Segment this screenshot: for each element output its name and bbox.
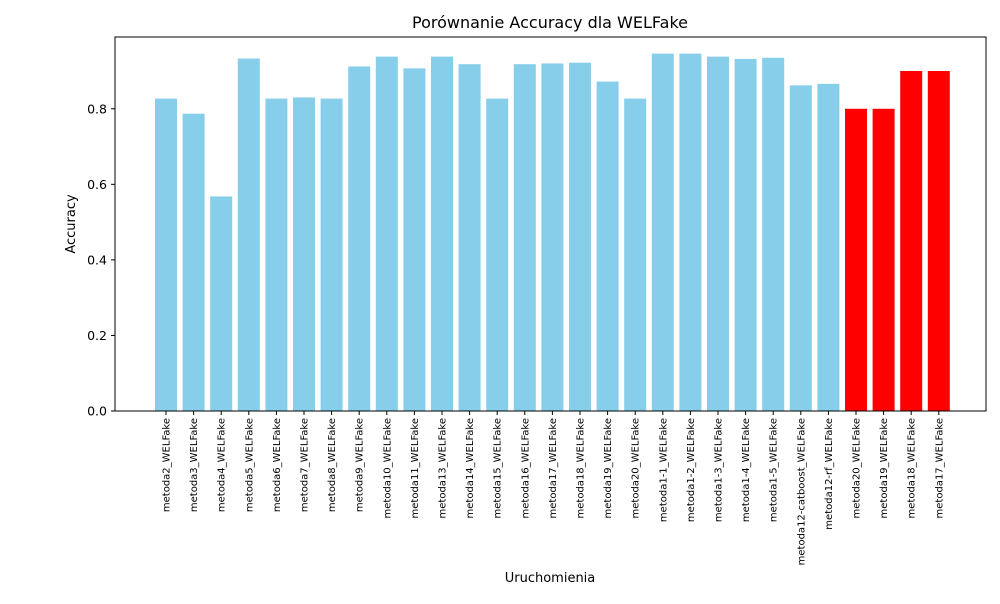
x-tick-label-23: metoda1-5_WELFake bbox=[769, 418, 780, 522]
x-tick-label-16: metoda18_WELFake bbox=[576, 418, 587, 518]
x-axis: metoda2_WELFake metoda3_WELFake metoda4_WE… bbox=[162, 411, 945, 565]
chart-title: Porównanie Accuracy dla WELFake bbox=[412, 13, 688, 32]
bar-16 bbox=[569, 62, 591, 411]
x-tick-label-3: metoda4_WELFake bbox=[217, 418, 228, 512]
x-tick-label-11: metoda13_WELFake bbox=[438, 418, 449, 518]
bar-10 bbox=[403, 68, 426, 411]
x-tick-label-29: metoda17_WELFake bbox=[934, 418, 945, 518]
bar-24 bbox=[789, 85, 812, 411]
x-tick-label-26: metoda20_WELFake bbox=[852, 418, 863, 518]
bar-2 bbox=[182, 113, 205, 411]
plot-frame bbox=[114, 36, 987, 412]
bar-1 bbox=[155, 98, 177, 412]
y-axis-label: Accuracy bbox=[64, 194, 79, 254]
x-tick-label-6: metoda7_WELFake bbox=[300, 418, 311, 512]
y-tick-label-4: 0.6 bbox=[87, 177, 107, 192]
bar-20 bbox=[679, 53, 702, 411]
bar-25 bbox=[817, 83, 840, 411]
y-tick-label-5: 0.8 bbox=[87, 101, 107, 116]
x-tick-label-10: metoda11_WELFake bbox=[410, 418, 421, 518]
bar-29 bbox=[927, 71, 950, 411]
x-tick-label-8: metoda9_WELFake bbox=[355, 418, 366, 512]
x-tick-label-14: metoda16_WELFake bbox=[520, 418, 531, 518]
x-tick-label-1: metoda2_WELFake bbox=[162, 418, 173, 512]
bar-6 bbox=[293, 97, 315, 411]
x-tick-label-24: metoda12-catboost_WELFake bbox=[796, 418, 807, 565]
bar-15 bbox=[541, 63, 564, 411]
bar-17 bbox=[596, 81, 619, 412]
bars-layer bbox=[155, 53, 950, 412]
x-tick-label-5: metoda6_WELFake bbox=[272, 418, 283, 512]
x-tick-label-22: metoda1-4_WELFake bbox=[741, 418, 752, 522]
x-tick-label-27: metoda19_WELFake bbox=[879, 418, 890, 518]
bar-11 bbox=[431, 56, 453, 412]
bar-26 bbox=[845, 108, 867, 412]
bar-28 bbox=[900, 71, 923, 411]
x-tick-label-28: metoda18_WELFake bbox=[907, 418, 918, 518]
y-tick-label-1: 0.0 bbox=[87, 404, 107, 419]
x-tick-label-12: metoda14_WELFake bbox=[465, 418, 476, 518]
bar-23 bbox=[762, 57, 785, 412]
x-tick-label-9: metoda10_WELFake bbox=[382, 418, 393, 518]
x-tick-label-2: metoda3_WELFake bbox=[189, 418, 200, 512]
x-axis-label: Uruchomienia bbox=[505, 571, 596, 586]
x-tick-label-25: metoda12-rf_WELFake bbox=[824, 418, 835, 530]
bar-4 bbox=[237, 58, 260, 412]
bar-21 bbox=[707, 56, 729, 412]
x-tick-label-4: metoda5_WELFake bbox=[244, 418, 255, 512]
bar-5 bbox=[265, 98, 288, 412]
x-tick-label-13: metoda15_WELFake bbox=[493, 418, 504, 518]
bar-27 bbox=[872, 108, 895, 412]
bar-8 bbox=[348, 66, 371, 411]
y-tick-label-3: 0.4 bbox=[87, 252, 107, 267]
x-tick-label-20: metoda1-2_WELFake bbox=[686, 418, 697, 522]
bar-9 bbox=[375, 56, 398, 412]
bar-22 bbox=[734, 58, 757, 412]
y-axis: 0.0 0.2 0.4 0.6 0.8 bbox=[87, 101, 115, 419]
bar-3 bbox=[210, 196, 233, 411]
x-tick-label-15: metoda17_WELFake bbox=[548, 418, 559, 518]
bar-13 bbox=[486, 98, 509, 412]
bar-12 bbox=[458, 64, 481, 411]
x-tick-label-21: metoda1-3_WELFake bbox=[714, 418, 725, 522]
x-tick-label-7: metoda8_WELFake bbox=[327, 418, 338, 512]
y-tick-label-2: 0.2 bbox=[87, 328, 107, 343]
x-tick-label-18: metoda20_WELFake bbox=[631, 418, 642, 518]
x-tick-label-19: metoda1-1_WELFake bbox=[658, 418, 669, 522]
x-tick-label-17: metoda19_WELFake bbox=[603, 418, 614, 518]
bar-7 bbox=[320, 98, 343, 412]
bar-18 bbox=[624, 98, 647, 412]
bar-19 bbox=[651, 53, 674, 411]
bar-14 bbox=[513, 64, 536, 411]
